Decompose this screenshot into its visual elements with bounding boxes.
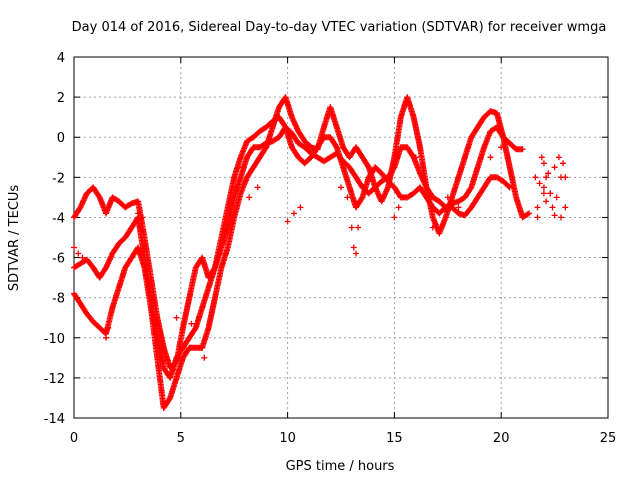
data-point (524, 211, 531, 218)
data-point (166, 396, 173, 403)
data-point (553, 194, 560, 201)
data-point (551, 212, 558, 219)
data-point (534, 204, 541, 211)
data-point (534, 214, 541, 221)
data-point (291, 210, 297, 217)
data-point (540, 190, 547, 197)
y-tick-label: 4 (57, 51, 65, 66)
data-point (179, 324, 186, 331)
data-point (505, 183, 512, 190)
data-point (391, 214, 398, 221)
data-point (547, 190, 554, 197)
data-point (188, 320, 195, 327)
tick-labels: 0 5 10 15 20 25 -14 -12 -10 -8 -6 -4 -2 0 2 4 (44, 51, 617, 446)
data-point (562, 204, 569, 211)
data-point (560, 160, 567, 167)
data-point (555, 154, 562, 161)
data-point (192, 326, 198, 332)
data-point (487, 154, 494, 161)
data-point (467, 185, 474, 192)
data-point (297, 204, 304, 211)
x-tick-label: 15 (386, 431, 403, 446)
data-point (540, 184, 547, 191)
data-point (71, 244, 77, 251)
data-point (558, 174, 564, 181)
data-point (498, 144, 505, 151)
y-tick-label: -2 (52, 171, 65, 186)
data-point (543, 198, 550, 205)
data-point (254, 184, 261, 191)
data-point (412, 154, 419, 161)
data-point (551, 164, 558, 171)
y-tick-label: -4 (52, 211, 65, 226)
x-tick-label: 5 (177, 431, 185, 446)
y-axis-label: SDTVAR / TECUs (7, 185, 22, 292)
axes (73, 56, 609, 419)
data-point (139, 214, 146, 221)
y-tick-label: -12 (44, 372, 65, 387)
x-tick-label: 0 (70, 431, 78, 446)
y-tick-label: 2 (57, 91, 65, 106)
data-point (344, 194, 351, 201)
data-point (543, 174, 550, 181)
y-tick-label: -6 (52, 252, 65, 267)
x-tick-label: 25 (600, 431, 617, 446)
data-point (105, 324, 112, 331)
data-point (173, 314, 180, 321)
data-point (353, 250, 359, 257)
data-point (549, 204, 556, 211)
chart-title: Day 014 of 2016, Sidereal Day-to-day VTE… (72, 20, 607, 35)
data-point (79, 254, 86, 261)
y-tick-label: -10 (44, 332, 65, 347)
data-point (201, 354, 208, 361)
grid (74, 57, 608, 418)
data-point (519, 146, 526, 153)
data-point (135, 210, 142, 217)
data-point (429, 224, 436, 231)
y-tick-label: -8 (52, 292, 65, 307)
data-point (504, 154, 511, 161)
data-point (103, 334, 109, 341)
y-tick-label: -14 (44, 412, 65, 427)
data-point (532, 174, 539, 181)
data-point (262, 145, 269, 152)
y-tick-label: 0 (57, 131, 65, 146)
data-point (350, 244, 357, 251)
data-point (211, 265, 218, 272)
data-point (233, 184, 240, 191)
data-point (355, 224, 362, 231)
data-point (281, 122, 288, 129)
data-point (239, 164, 246, 171)
data-point (348, 224, 355, 231)
data-point (545, 170, 552, 177)
data-point (540, 160, 547, 167)
data-point (536, 180, 543, 187)
data-point (338, 184, 344, 191)
x-tick-label: 20 (493, 431, 510, 446)
data-point (395, 204, 402, 211)
data-point (199, 344, 206, 351)
data-point (526, 210, 532, 217)
data-point (558, 214, 564, 221)
data-point (444, 194, 451, 201)
data-point (417, 144, 423, 151)
data-point (455, 204, 462, 211)
data-points (71, 94, 569, 411)
data-point (538, 154, 545, 161)
data-point (284, 218, 291, 225)
plot-frame (73, 56, 609, 419)
data-point (246, 194, 253, 201)
x-axis-label: GPS time / hours (286, 459, 395, 474)
data-point (75, 250, 82, 257)
data-point (332, 143, 339, 149)
x-tick-label: 10 (279, 431, 296, 446)
